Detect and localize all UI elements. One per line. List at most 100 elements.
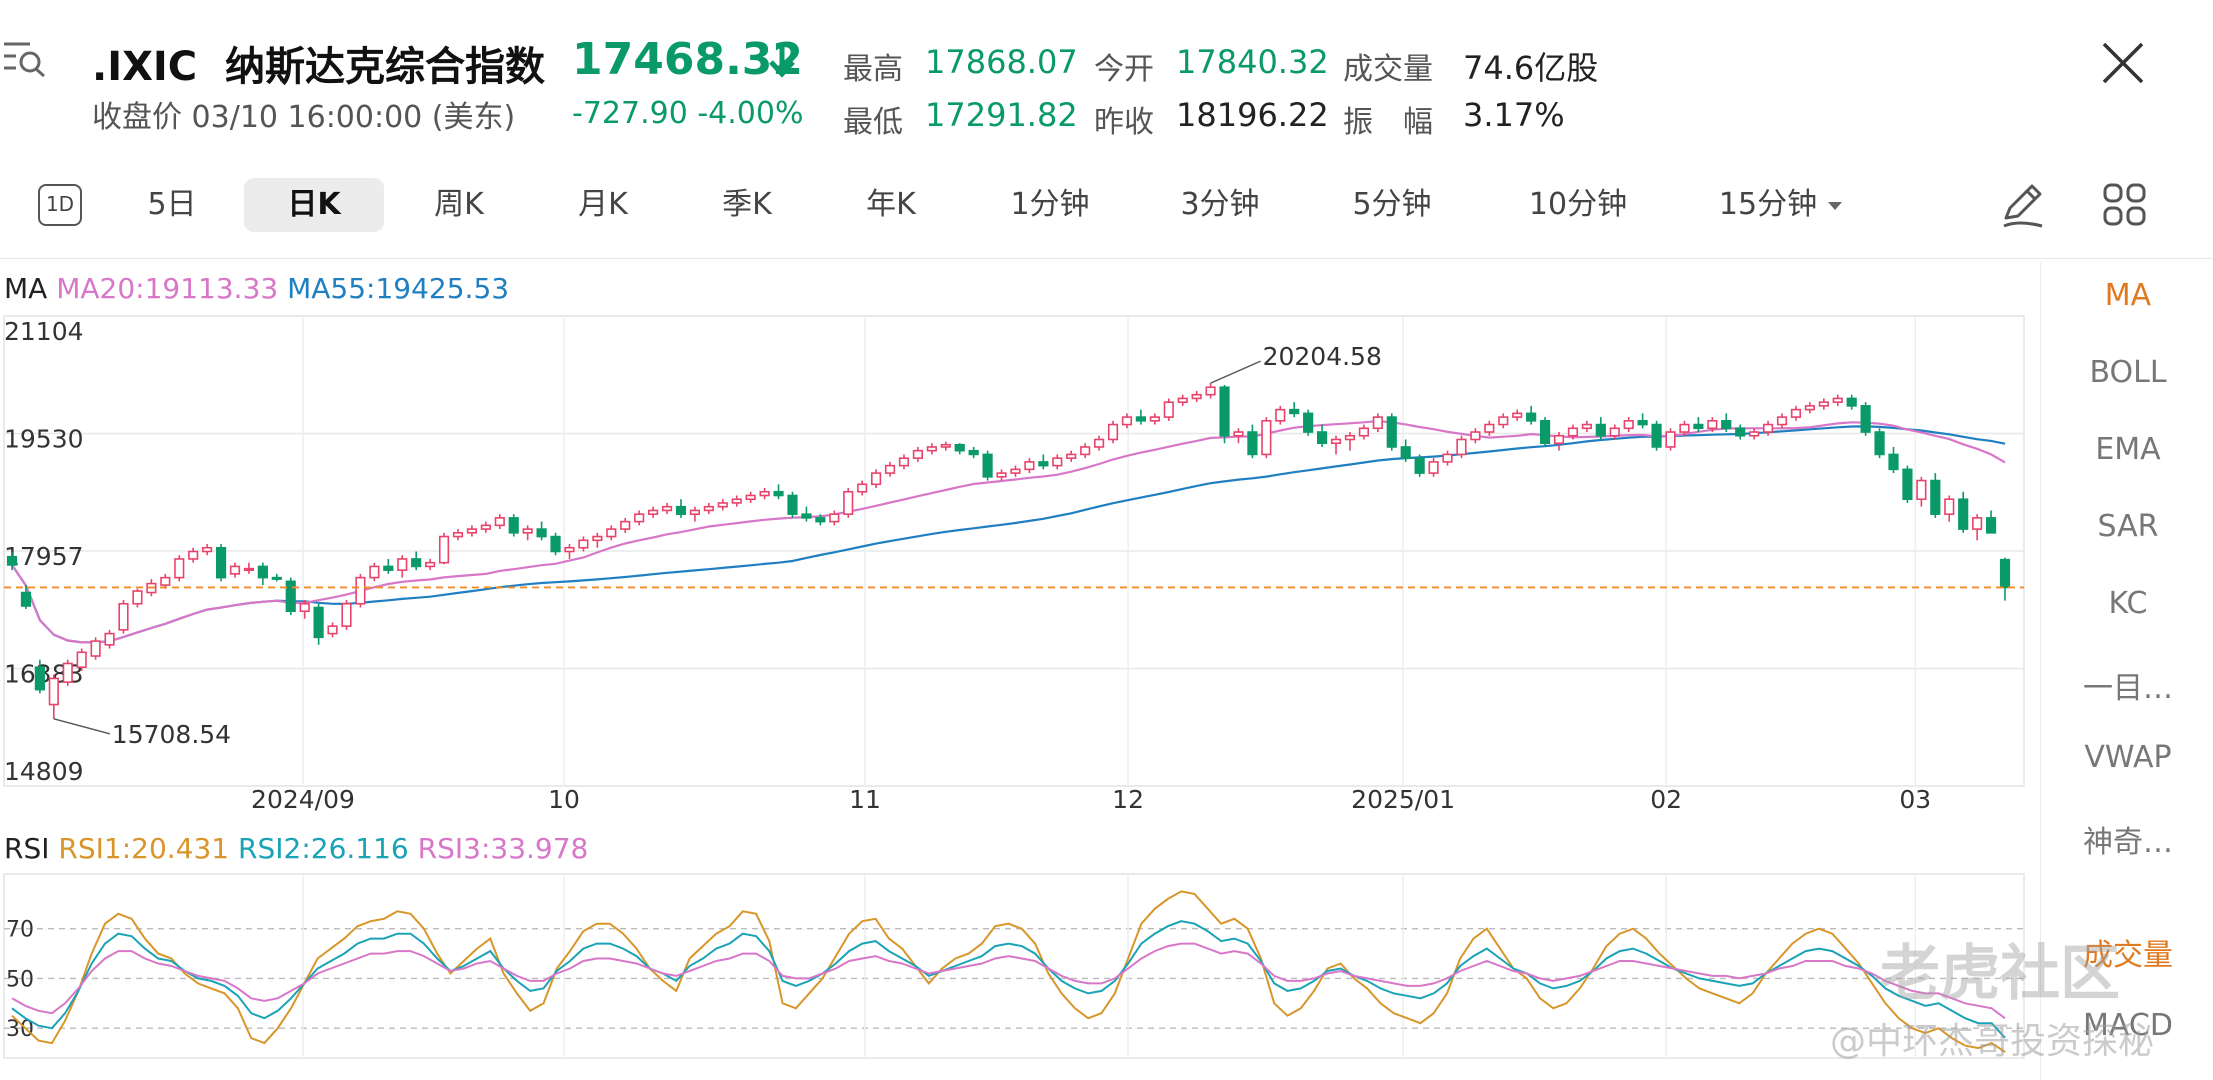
candle-body (1679, 423, 1690, 433)
candle-body (452, 532, 464, 538)
indicator-magic[interactable]: 神奇… (2083, 825, 2173, 860)
candle-body (1944, 498, 1955, 515)
rsi-y-tick-label: 70 (6, 918, 34, 943)
candle-body (132, 590, 143, 605)
candle-body (578, 539, 589, 549)
tab-5day[interactable]: 5日 (147, 187, 197, 222)
tab-monthly[interactable]: 月K (578, 187, 628, 222)
candle-body (1400, 446, 1411, 459)
candle-body (118, 602, 129, 631)
indicator-macd[interactable]: MACD (2083, 1008, 2173, 1043)
candle-body (871, 472, 882, 486)
indicator-volume[interactable]: 成交量 (2083, 938, 2173, 973)
high-value: 17868.07 (925, 43, 1078, 81)
tab-quarterly[interactable]: 季K (722, 187, 772, 222)
candle-body (912, 449, 923, 459)
candle-body (940, 443, 951, 448)
candle-body (1749, 431, 1760, 437)
indicator-sar[interactable]: SAR (2097, 509, 2159, 544)
stock-title: .IXIC 纳斯达克综合指数 (92, 34, 545, 92)
candle-body (1776, 416, 1788, 426)
candle-body (1344, 434, 1356, 441)
change-percent: -4.00% (697, 96, 804, 131)
candle-body (327, 625, 338, 635)
grid-layout-icon[interactable] (2100, 180, 2150, 230)
candle-body (215, 546, 227, 579)
candle-body (1595, 423, 1606, 437)
candle-body (229, 565, 241, 575)
pencil-draw-icon[interactable] (1996, 178, 2050, 232)
change-value: -727.90 (572, 96, 688, 131)
stock-symbol: .IXIC (92, 44, 198, 90)
y-tick-label: 19530 (4, 425, 84, 454)
candle-body (745, 494, 756, 501)
ma55-line (11, 425, 2006, 644)
tab-3min[interactable]: 3分钟 (1180, 187, 1260, 222)
candle-body (1456, 438, 1467, 456)
rsi2-legend: RSI2:26.116 (238, 832, 409, 865)
tab-daily[interactable]: 日K (244, 178, 384, 232)
candle-body (926, 446, 937, 452)
candle-body (411, 558, 422, 568)
candle-body (968, 449, 979, 456)
rsi-legend: RSI RSI1:20.431 RSI2:26.116 RSI3:33.978 (4, 832, 588, 865)
x-tick-label: 10 (548, 785, 580, 812)
candle-body (285, 580, 296, 613)
x-tick-label: 12 (1112, 785, 1144, 812)
candle-body (1094, 438, 1105, 448)
candle-body (1902, 468, 1913, 501)
tab-weekly[interactable]: 周K (434, 187, 484, 222)
rsi-legend-title: RSI (4, 832, 50, 865)
indicator-ma[interactable]: MA (2104, 278, 2152, 313)
menu-search-icon[interactable] (2, 38, 48, 78)
high-label: 最高 (843, 52, 903, 87)
candle-body (1790, 408, 1802, 418)
candle-body (787, 494, 798, 515)
amplitude-value: 3.17% (1463, 96, 1565, 134)
candle-body (1665, 431, 1676, 448)
candle-body (1010, 468, 1021, 474)
candle-body (773, 490, 784, 497)
candle-body (996, 472, 1007, 478)
tab-1min[interactable]: 1分钟 (1010, 187, 1090, 222)
indicator-kc[interactable]: KC (2108, 586, 2148, 621)
indicator-boll[interactable]: BOLL (2089, 355, 2167, 390)
candle-body (634, 513, 645, 523)
candle-body (1930, 479, 1941, 515)
candle-body (1512, 412, 1523, 418)
ma20-line (11, 420, 2006, 644)
watermark-author: @中环杰哥投资探秘 (1830, 1021, 2155, 1062)
candle-body (731, 498, 742, 504)
candle-body (257, 565, 268, 579)
candle-body (174, 558, 185, 579)
candle-body (1567, 427, 1579, 437)
candle-body (90, 640, 101, 657)
dropdown-caret-icon[interactable] (1826, 198, 1844, 212)
candle-body (522, 528, 533, 534)
candle-body (1581, 423, 1592, 430)
candle-body (1330, 438, 1342, 445)
tab-10min[interactable]: 10分钟 (1528, 187, 1628, 222)
candle-body (1121, 416, 1133, 426)
indicator-vwap[interactable]: VWAP (2084, 740, 2172, 775)
candle-body (480, 524, 491, 530)
candle-body (62, 662, 73, 683)
rsi-plot-frame (3, 873, 2025, 1059)
candle-body (1804, 405, 1815, 411)
tab-5min[interactable]: 5分钟 (1352, 187, 1432, 222)
x-tick-label: 2025/01 (1351, 785, 1455, 812)
candle-body (1498, 416, 1509, 426)
candle-body (1038, 461, 1049, 467)
tab-1d-icon[interactable]: 1D (38, 184, 82, 226)
close-icon[interactable] (2100, 40, 2146, 86)
candle-body (1916, 479, 1927, 501)
candle-body (1052, 457, 1063, 467)
indicator-ichimoku[interactable]: 一目… (2083, 671, 2173, 706)
candle-body (1135, 416, 1146, 422)
tab-15min[interactable]: 15分钟 (1718, 187, 1818, 222)
candle-body (299, 602, 310, 613)
indicator-ema[interactable]: EMA (2095, 432, 2161, 467)
tab-yearly[interactable]: 年K (866, 187, 916, 222)
candlestick-chart[interactable]: 21104195301795716383148092024/0910111220… (0, 300, 2040, 812)
